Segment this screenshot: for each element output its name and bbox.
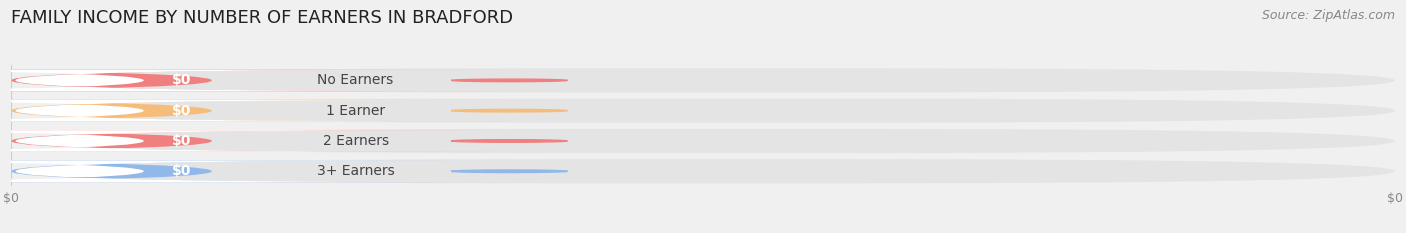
Circle shape: [451, 79, 568, 82]
FancyBboxPatch shape: [0, 160, 509, 182]
Text: No Earners: No Earners: [318, 73, 394, 87]
Text: 3+ Earners: 3+ Earners: [316, 164, 395, 178]
Circle shape: [451, 140, 568, 142]
Circle shape: [451, 110, 568, 112]
Text: 2 Earners: 2 Earners: [322, 134, 388, 148]
FancyBboxPatch shape: [11, 159, 1395, 183]
Text: $0: $0: [173, 73, 191, 87]
FancyBboxPatch shape: [0, 70, 509, 91]
FancyBboxPatch shape: [0, 69, 509, 91]
FancyBboxPatch shape: [0, 130, 509, 152]
Text: FAMILY INCOME BY NUMBER OF EARNERS IN BRADFORD: FAMILY INCOME BY NUMBER OF EARNERS IN BR…: [11, 9, 513, 27]
Text: Source: ZipAtlas.com: Source: ZipAtlas.com: [1261, 9, 1395, 22]
FancyBboxPatch shape: [11, 68, 1395, 93]
Text: $0: $0: [173, 164, 191, 178]
Text: $0: $0: [173, 134, 191, 148]
Circle shape: [451, 170, 568, 172]
FancyBboxPatch shape: [0, 100, 509, 122]
FancyBboxPatch shape: [0, 161, 509, 182]
Text: 1 Earner: 1 Earner: [326, 104, 385, 118]
FancyBboxPatch shape: [0, 100, 509, 121]
Text: $0: $0: [173, 104, 191, 118]
FancyBboxPatch shape: [0, 130, 509, 152]
FancyBboxPatch shape: [11, 99, 1395, 123]
FancyBboxPatch shape: [11, 129, 1395, 153]
